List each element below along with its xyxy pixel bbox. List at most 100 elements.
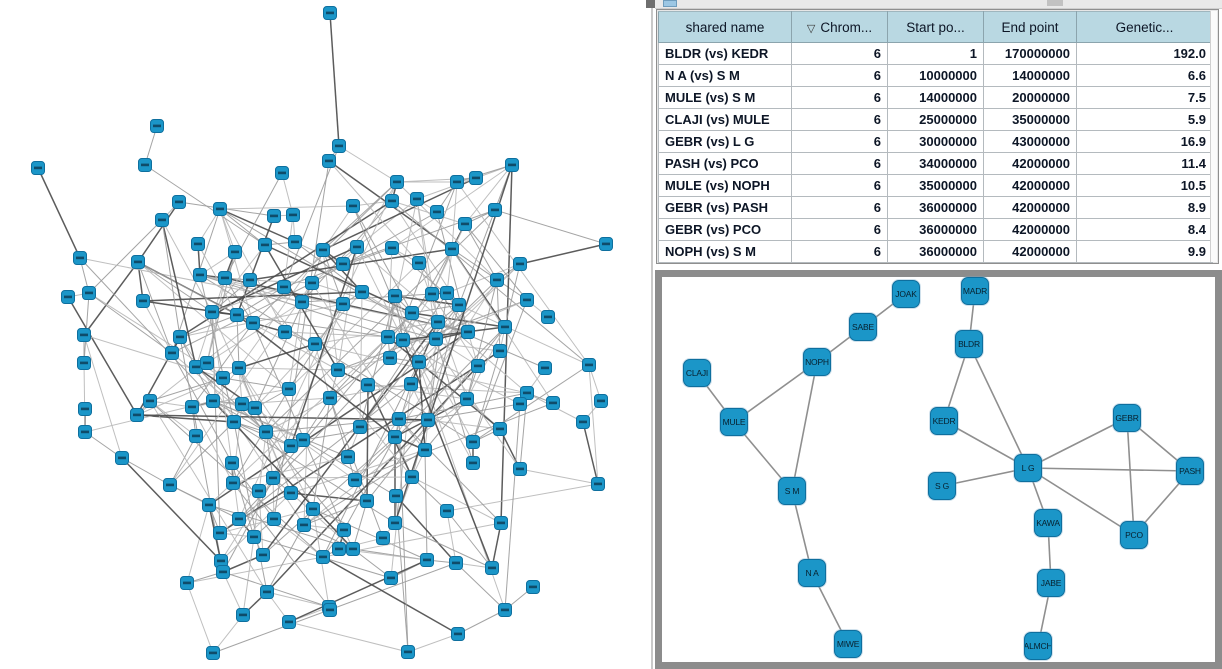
network-edge[interactable] — [311, 211, 438, 284]
network-edge[interactable] — [424, 398, 468, 451]
network-edge[interactable] — [356, 181, 398, 248]
network-node-mule[interactable]: MULE — [720, 408, 748, 436]
network-edge[interactable] — [169, 421, 235, 486]
network-edge[interactable] — [236, 286, 285, 316]
table-row[interactable]: BLDR (vs) KEDR 6 1 170000000 192.0 — [658, 42, 1213, 65]
network-edge[interactable] — [179, 303, 344, 338]
network-node-miwe[interactable]: MIWE — [834, 630, 862, 658]
network-edge[interactable] — [272, 476, 413, 479]
network-node-madr[interactable]: MADR — [961, 277, 989, 305]
network-edge[interactable] — [322, 181, 398, 251]
network-edge[interactable] — [220, 492, 292, 562]
network-edge[interactable] — [171, 352, 267, 433]
network-edge[interactable] — [222, 571, 330, 608]
network-edge[interactable] — [142, 300, 173, 354]
network-edge[interactable] — [236, 314, 396, 438]
network-edge[interactable] — [266, 524, 305, 593]
network-edge[interactable] — [238, 383, 412, 520]
network-edge[interactable] — [212, 400, 349, 458]
network-edge[interactable] — [219, 208, 266, 246]
network-edge[interactable] — [211, 311, 256, 409]
network-edge[interactable] — [582, 421, 599, 485]
network-edge[interactable] — [219, 208, 286, 333]
network-edge[interactable] — [79, 257, 303, 303]
network-edge[interactable] — [435, 263, 521, 340]
network-node-sm[interactable]: S M — [778, 477, 806, 505]
network-edge[interactable] — [186, 582, 214, 654]
network-edge[interactable] — [254, 291, 363, 409]
network-edge[interactable] — [451, 248, 528, 301]
network-edge[interactable] — [206, 301, 303, 364]
network-edge[interactable] — [402, 326, 506, 341]
network-edge[interactable] — [144, 164, 266, 246]
network-edge[interactable] — [337, 357, 391, 371]
network-edge[interactable] — [266, 365, 479, 593]
network-edge[interactable] — [211, 286, 285, 313]
network-edge[interactable] — [303, 398, 468, 526]
network-edge[interactable] — [791, 361, 818, 492]
network-node-almch[interactable]: ALMCH — [1024, 632, 1052, 660]
network-edge[interactable] — [455, 562, 506, 611]
network-edge[interactable] — [387, 198, 418, 338]
network-edge[interactable] — [219, 208, 254, 324]
network-node-kawa[interactable]: KAWA — [1034, 509, 1062, 537]
network-edge[interactable] — [519, 243, 607, 265]
column-header-sharedname[interactable]: shared name — [658, 11, 792, 43]
network-edge[interactable] — [395, 495, 457, 564]
column-header-genetic[interactable]: Genetic... — [1076, 11, 1213, 43]
network-edge[interactable] — [366, 384, 369, 502]
network-edge[interactable] — [179, 314, 238, 338]
network-edge[interactable] — [464, 164, 513, 225]
network-edge[interactable] — [137, 261, 213, 313]
network-edge[interactable] — [206, 277, 226, 364]
column-header-endpoint[interactable]: End point — [983, 11, 1077, 43]
network-edge[interactable] — [161, 219, 181, 338]
table-row[interactable]: PASH (vs) PCO 6 34000000 42000000 11.4 — [658, 152, 1213, 175]
network-edge[interactable] — [472, 364, 590, 443]
subnetwork-canvas[interactable]: JOAK MADR SABE BLDR NOPH CLAJI GEBR KEDR MULE L G… — [662, 277, 1215, 662]
network-edge[interactable] — [314, 321, 439, 345]
network-edge[interactable] — [338, 145, 398, 183]
network-edge[interactable] — [446, 510, 493, 569]
network-node-sg[interactable]: S G — [928, 472, 956, 500]
network-edge[interactable] — [496, 279, 501, 352]
network-edge[interactable] — [436, 211, 469, 333]
network-edge[interactable] — [398, 418, 502, 524]
network-edge[interactable] — [265, 431, 292, 494]
network-edge[interactable] — [238, 249, 324, 369]
network-edge[interactable] — [238, 343, 316, 369]
column-header-startpo[interactable]: Start po... — [887, 11, 984, 43]
network-edge[interactable] — [88, 219, 163, 294]
network-edge[interactable] — [83, 334, 123, 459]
network-edge[interactable] — [197, 243, 238, 316]
network-edge[interactable] — [302, 397, 331, 441]
network-edge[interactable] — [446, 483, 599, 512]
network-edge[interactable] — [356, 246, 404, 341]
table-row[interactable]: MULE (vs) NOPH 6 35000000 42000000 10.5 — [658, 174, 1213, 197]
network-edge[interactable] — [329, 336, 389, 399]
network-edge[interactable] — [121, 457, 171, 486]
network-edge[interactable] — [519, 468, 599, 485]
network-edge[interactable] — [191, 322, 254, 408]
network-edge[interactable] — [329, 12, 340, 147]
table-row[interactable]: N A (vs) S M 6 10000000 14000000 6.6 — [658, 64, 1213, 87]
network-node-sabe[interactable]: SABE — [849, 313, 877, 341]
network-edge[interactable] — [456, 164, 513, 183]
network-edge[interactable] — [88, 292, 173, 354]
network-edge[interactable] — [328, 160, 420, 264]
network-edge[interactable] — [1027, 467, 1135, 536]
network-edge[interactable] — [288, 621, 409, 653]
network-node-kedr[interactable]: KEDR — [930, 407, 958, 435]
network-edge[interactable] — [258, 490, 264, 556]
network-edge[interactable] — [238, 367, 314, 510]
network-edge[interactable] — [472, 299, 528, 443]
network-edge[interactable] — [446, 510, 457, 564]
network-edge[interactable] — [236, 314, 240, 369]
network-edge[interactable] — [1126, 417, 1135, 536]
network-edge[interactable] — [137, 261, 173, 354]
table-row[interactable]: GEBR (vs) L G 6 30000000 43000000 16.9 — [658, 130, 1213, 153]
network-node-joak[interactable]: JOAK — [892, 280, 920, 308]
network-edge[interactable] — [311, 198, 418, 284]
main-network-canvas[interactable] — [0, 0, 654, 669]
network-edge[interactable] — [222, 377, 290, 390]
